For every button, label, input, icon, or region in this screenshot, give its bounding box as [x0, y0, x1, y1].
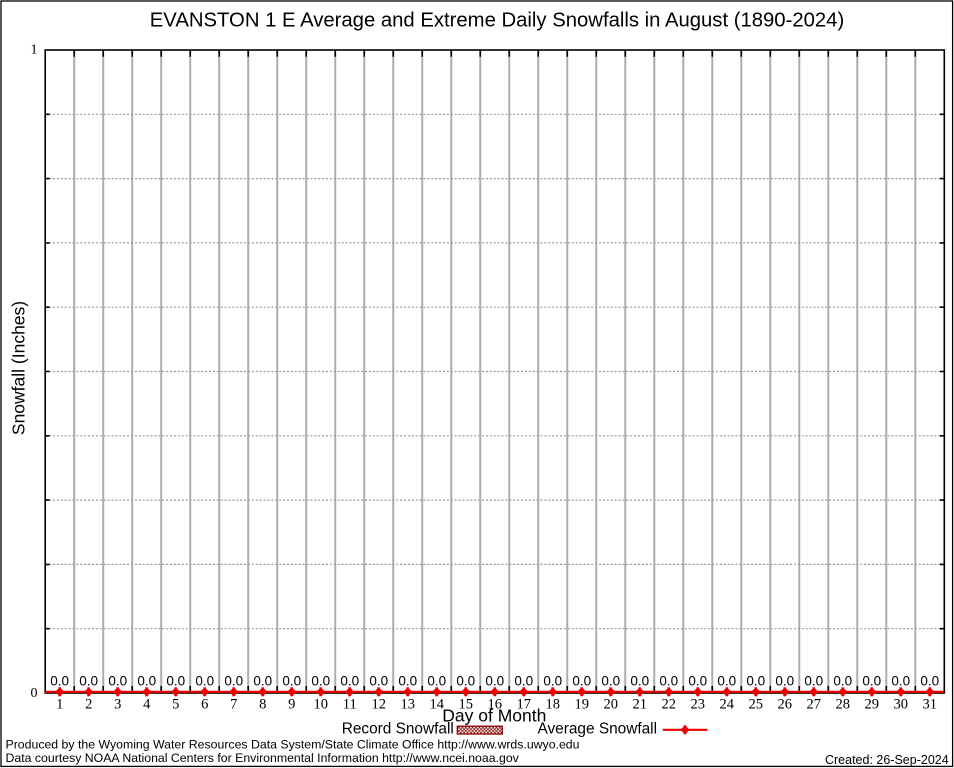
svg-text:12: 12	[371, 697, 386, 713]
svg-text:0.0: 0.0	[485, 674, 504, 689]
svg-text:0.0: 0.0	[630, 674, 649, 689]
svg-text:0.0: 0.0	[717, 674, 736, 689]
svg-text:0.0: 0.0	[369, 674, 388, 689]
svg-text:1: 1	[56, 697, 63, 713]
svg-text:0.0: 0.0	[601, 674, 620, 689]
svg-text:Snowfall (Inches): Snowfall (Inches)	[9, 301, 29, 435]
svg-text:0.0: 0.0	[688, 674, 707, 689]
svg-text:0.0: 0.0	[775, 674, 794, 689]
svg-text:0.0: 0.0	[514, 674, 533, 689]
svg-text:0.0: 0.0	[282, 674, 301, 689]
svg-text:0.0: 0.0	[166, 674, 185, 689]
svg-text:31: 31	[923, 697, 938, 713]
svg-text:9: 9	[288, 697, 295, 713]
svg-text:0.0: 0.0	[224, 674, 243, 689]
svg-text:0.0: 0.0	[833, 674, 852, 689]
svg-text:0.0: 0.0	[862, 674, 881, 689]
svg-text:3: 3	[114, 697, 121, 713]
svg-text:30: 30	[894, 697, 909, 713]
svg-text:16: 16	[488, 697, 503, 713]
svg-text:0.0: 0.0	[398, 674, 417, 689]
svg-text:0.0: 0.0	[253, 674, 272, 689]
svg-text:10: 10	[313, 697, 328, 713]
svg-text:22: 22	[662, 697, 677, 713]
svg-text:Day of Month: Day of Month	[442, 705, 546, 725]
svg-text:14: 14	[429, 697, 444, 713]
svg-text:0.0: 0.0	[427, 674, 446, 689]
svg-text:Data courtesy NOAA National Ce: Data courtesy NOAA National Centers for …	[6, 751, 520, 765]
svg-text:4: 4	[143, 697, 151, 713]
svg-text:0: 0	[31, 686, 38, 701]
svg-text:0.0: 0.0	[195, 674, 214, 689]
svg-text:24: 24	[720, 697, 735, 713]
svg-text:13: 13	[400, 697, 415, 713]
svg-text:0.0: 0.0	[572, 674, 591, 689]
svg-text:0.0: 0.0	[659, 674, 678, 689]
svg-text:0.0: 0.0	[79, 674, 98, 689]
svg-text:0.0: 0.0	[50, 674, 69, 689]
svg-text:19: 19	[575, 697, 590, 713]
svg-text:18: 18	[546, 697, 561, 713]
svg-text:0.0: 0.0	[891, 674, 910, 689]
svg-text:26: 26	[778, 697, 793, 713]
svg-text:0.0: 0.0	[108, 674, 127, 689]
svg-text:0.0: 0.0	[746, 674, 765, 689]
svg-text:27: 27	[807, 697, 822, 713]
svg-text:28: 28	[836, 697, 851, 713]
svg-text:0.0: 0.0	[456, 674, 475, 689]
svg-text:0.0: 0.0	[920, 674, 939, 689]
svg-text:2: 2	[85, 697, 92, 713]
svg-text:Created: 26-Sep-2024: Created: 26-Sep-2024	[825, 753, 949, 767]
svg-text:21: 21	[633, 697, 648, 713]
svg-text:5: 5	[172, 697, 179, 713]
svg-text:25: 25	[749, 697, 764, 713]
svg-text:23: 23	[691, 697, 706, 713]
svg-text:Average Snowfall: Average Snowfall	[538, 720, 658, 737]
svg-text:0.0: 0.0	[804, 674, 823, 689]
svg-text:6: 6	[201, 697, 208, 713]
svg-text:20: 20	[604, 697, 619, 713]
svg-text:11: 11	[343, 697, 357, 713]
svg-text:Produced by the Wyoming Water: Produced by the Wyoming Water Resources …	[6, 738, 580, 752]
svg-text:15: 15	[459, 697, 474, 713]
svg-text:Record Snowfall: Record Snowfall	[342, 720, 454, 737]
svg-text:29: 29	[865, 697, 880, 713]
svg-text:0.0: 0.0	[137, 674, 156, 689]
svg-text:7: 7	[230, 697, 237, 713]
svg-text:17: 17	[517, 697, 532, 713]
svg-text:8: 8	[259, 697, 266, 713]
svg-text:EVANSTON 1 E Average and Extre: EVANSTON 1 E Average and Extreme Daily S…	[150, 10, 844, 32]
svg-text:1: 1	[31, 43, 38, 58]
svg-text:0.0: 0.0	[340, 674, 359, 689]
svg-text:0.0: 0.0	[311, 674, 330, 689]
svg-text:0.0: 0.0	[543, 674, 562, 689]
